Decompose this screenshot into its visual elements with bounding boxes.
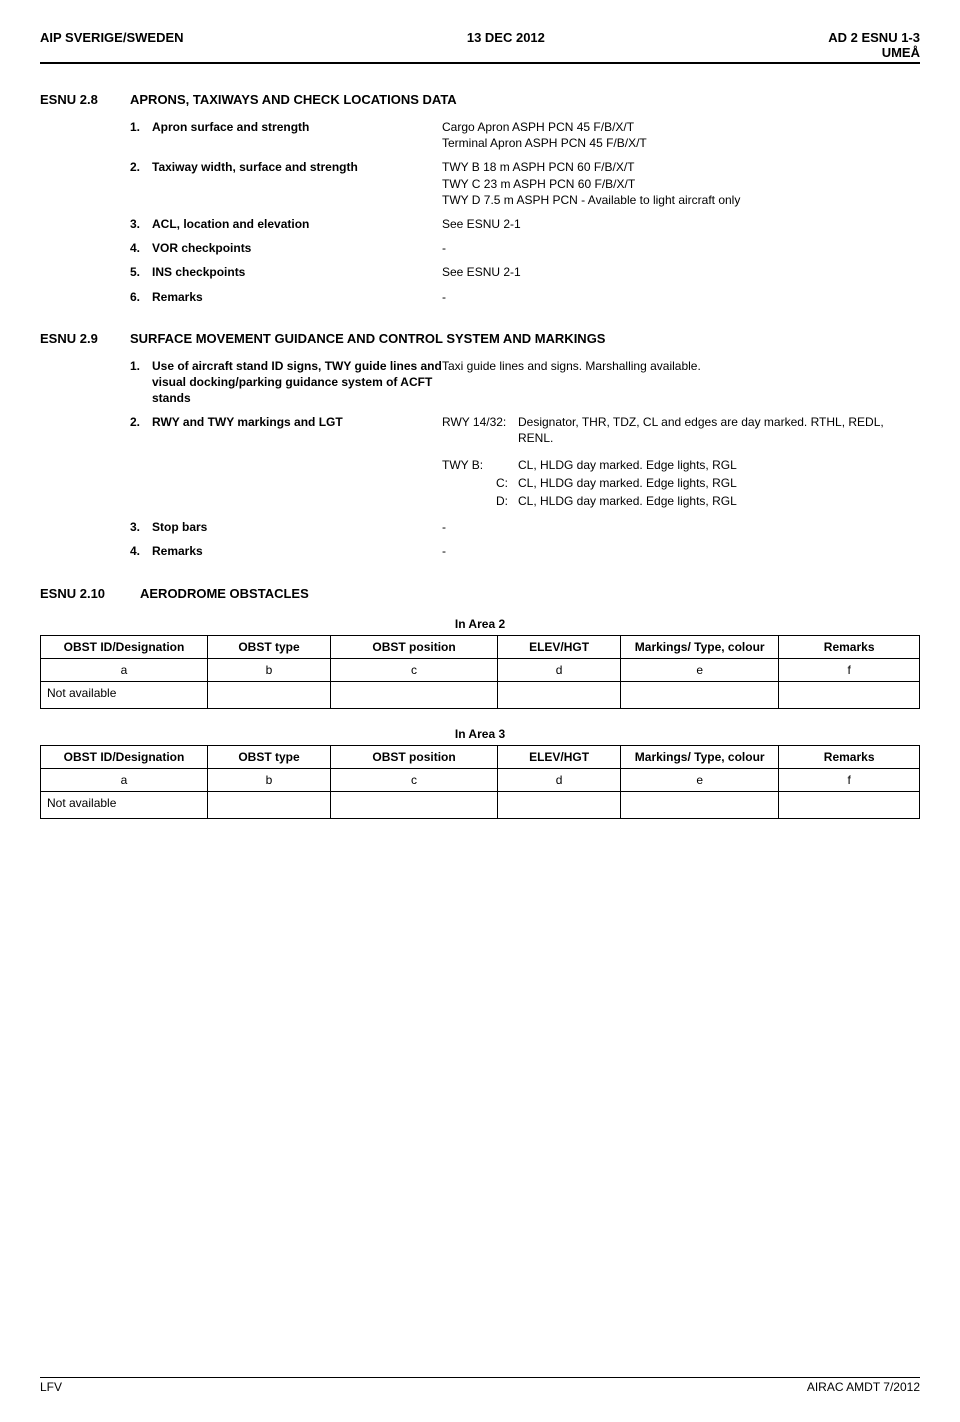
twy-b-val: CL, HLDG day marked. Edge lights, RGL [518,457,920,473]
item-label: Use of aircraft stand ID signs, TWY guid… [152,358,442,407]
item-value: See ESNU 2-1 [442,216,920,232]
item-label: Taxiway width, surface and strength [152,159,442,208]
item-value: Taxi guide lines and signs. Marshalling … [442,358,920,407]
section-29-title: ESNU 2.9 SURFACE MOVEMENT GUIDANCE AND C… [40,331,920,346]
item-value: - [442,543,920,559]
s28-item-4: 4. VOR checkpoints - [40,240,920,256]
area2-header: In Area 2 [41,613,920,636]
item-label: Stop bars [152,519,442,535]
item-num: 5. [130,264,152,280]
col-obst-id: OBST ID/Designation [41,635,208,658]
table-letter-row: a b c d e f [41,768,920,791]
header-right-line2: UMEÅ [828,45,920,60]
section-210-name: AERODROME OBSTACLES [140,586,920,601]
twy-c-key: C: [496,475,518,491]
page-footer: LFV AIRAC AMDT 7/2012 [40,1377,920,1394]
s28-item-5: 5. INS checkpoints See ESNU 2-1 [40,264,920,280]
item-num: 3. [130,216,152,232]
item-label: Apron surface and strength [152,119,442,151]
footer-left: LFV [40,1380,62,1394]
footer-right: AIRAC AMDT 7/2012 [807,1380,920,1394]
header-right-line1: AD 2 ESNU 1-3 [828,30,920,45]
item-label: RWY and TWY markings and LGT [152,414,442,448]
not-available-cell: Not available [41,681,208,708]
section-28-name: APRONS, TAXIWAYS AND CHECK LOCATIONS DAT… [130,92,920,107]
item-num: 2. [130,159,152,208]
col-obst-type: OBST type [208,745,331,768]
table-header-row: OBST ID/Designation OBST type OBST posit… [41,635,920,658]
twy-b-key: TWY B: [442,457,518,473]
rwy-key: RWY 14/32: [442,414,518,446]
s29-item-3: 3. Stop bars - [40,519,920,535]
item-value: - [442,289,920,305]
s28-item-2: 2. Taxiway width, surface and strength T… [40,159,920,208]
table-letter-row: a b c d e f [41,658,920,681]
item-num: 4. [130,240,152,256]
twy-d-key: D: [496,493,518,509]
section-29-name: SURFACE MOVEMENT GUIDANCE AND CONTROL SY… [130,331,920,346]
item-label: INS checkpoints [152,264,442,280]
item-value: TWY B 18 m ASPH PCN 60 F/B/X/T TWY C 23 … [442,159,920,208]
item-num: 4. [130,543,152,559]
s29-item-2: 2. RWY and TWY markings and LGT RWY 14/3… [40,414,920,448]
header-center: 13 DEC 2012 [467,30,545,60]
table-row: Not available [41,681,920,708]
twy-c-val: CL, HLDG day marked. Edge lights, RGL [518,475,920,491]
col-remarks: Remarks [779,745,920,768]
rwy-val: Designator, THR, TDZ, CL and edges are d… [518,414,920,446]
col-elev: ELEV/HGT [498,635,621,658]
section-210-code: ESNU 2.10 [40,586,140,601]
s29-item-1: 1. Use of aircraft stand ID signs, TWY g… [40,358,920,407]
not-available-cell: Not available [41,791,208,818]
section-28-code: ESNU 2.8 [40,92,130,107]
obstacles-area2-table: In Area 2 OBST ID/Designation OBST type … [40,613,920,709]
section-28-title: ESNU 2.8 APRONS, TAXIWAYS AND CHECK LOCA… [40,92,920,107]
header-left: AIP SVERIGE/SWEDEN [40,30,184,60]
item-label: VOR checkpoints [152,240,442,256]
col-obst-pos: OBST position [331,635,498,658]
item-value: RWY 14/32: Designator, THR, TDZ, CL and … [442,414,920,448]
item-label: Remarks [152,289,442,305]
item-num: 1. [130,358,152,407]
item-num: 6. [130,289,152,305]
item-label: ACL, location and elevation [152,216,442,232]
item-value: - [442,240,920,256]
table-row: Not available [41,791,920,818]
item-label: Remarks [152,543,442,559]
col-elev: ELEV/HGT [498,745,621,768]
area3-header: In Area 3 [41,723,920,746]
item-num: 2. [130,414,152,448]
s29-item-2-twy: TWY B: CL, HLDG day marked. Edge lights,… [40,457,920,512]
item-value: - [442,519,920,535]
section-29-code: ESNU 2.9 [40,331,130,346]
table-header-row: OBST ID/Designation OBST type OBST posit… [41,745,920,768]
col-obst-pos: OBST position [331,745,498,768]
col-obst-type: OBST type [208,635,331,658]
item-num: 3. [130,519,152,535]
s28-item-3: 3. ACL, location and elevation See ESNU … [40,216,920,232]
twy-d-val: CL, HLDG day marked. Edge lights, RGL [518,493,920,509]
s28-item-1: 1. Apron surface and strength Cargo Apro… [40,119,920,151]
page-header: AIP SVERIGE/SWEDEN 13 DEC 2012 AD 2 ESNU… [40,30,920,64]
col-markings: Markings/ Type, colour [621,745,779,768]
header-right: AD 2 ESNU 1-3 UMEÅ [828,30,920,60]
col-obst-id: OBST ID/Designation [41,745,208,768]
obstacles-area3-table: In Area 3 OBST ID/Designation OBST type … [40,723,920,819]
s29-item-4: 4. Remarks - [40,543,920,559]
item-value: Cargo Apron ASPH PCN 45 F/B/X/T Terminal… [442,119,920,151]
section-210-title: ESNU 2.10 AERODROME OBSTACLES [40,586,920,601]
col-markings: Markings/ Type, colour [621,635,779,658]
s28-item-6: 6. Remarks - [40,289,920,305]
item-value: See ESNU 2-1 [442,264,920,280]
item-num: 1. [130,119,152,151]
col-remarks: Remarks [779,635,920,658]
